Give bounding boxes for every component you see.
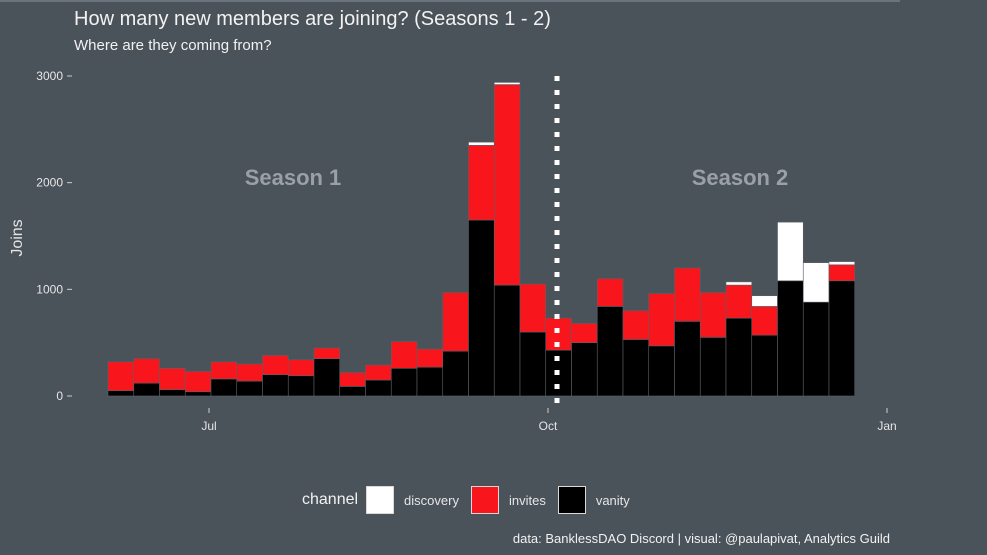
y-tick-label: 0 <box>56 389 63 403</box>
bar-segment-invites <box>442 292 469 352</box>
legend-key-vanity <box>557 486 586 514</box>
bar-segment-vanity <box>622 339 650 397</box>
bar-segment-invites <box>133 358 160 384</box>
bar-segment-vanity <box>519 331 547 397</box>
bar-segment-invites <box>725 284 753 319</box>
y-tick-label: 3000 <box>36 69 63 83</box>
y-axis-title: Joins <box>9 219 26 256</box>
bar-segment-invites <box>468 145 495 221</box>
bar-segment-invites <box>339 372 366 387</box>
legend-title: channel <box>302 491 359 508</box>
bar-segment-vanity <box>236 380 263 397</box>
x-tick-label: Jul <box>201 419 216 433</box>
caption: data: BanklessDAO Discord | visual: @pau… <box>512 531 890 546</box>
bar-segment-vanity <box>287 375 315 397</box>
legend-label-discovery: discovery <box>404 492 459 508</box>
bar-segment-vanity <box>828 280 856 397</box>
bar-segment-invites <box>159 367 186 390</box>
legend-label-invites: invites <box>508 492 546 508</box>
legend: channel discovery invites vanity <box>302 484 642 516</box>
bar-segment-invites <box>699 292 727 338</box>
y-axis: 0 1000 2000 3000 <box>36 69 72 403</box>
bar-segment-vanity <box>159 389 186 397</box>
x-tick-label: Jan <box>877 419 896 433</box>
bar-segment-invites <box>519 283 547 333</box>
bar-segment-vanity <box>596 306 624 397</box>
bar-segment-invites <box>622 310 650 340</box>
bar-segment-discovery <box>828 261 856 266</box>
legend-label-vanity: vanity <box>595 492 630 508</box>
bar-segment-vanity <box>648 345 675 397</box>
season-2-label: Season 2 <box>692 165 789 190</box>
bar-segment-vanity <box>210 378 238 397</box>
bar-segment-discovery <box>751 295 778 307</box>
bar-segment-invites <box>416 348 444 368</box>
bar-segment-vanity <box>699 337 727 397</box>
bars <box>107 82 856 397</box>
bar-segment-invites <box>571 323 598 343</box>
chart-subtitle: Where are they coming from? <box>74 37 272 54</box>
bar-segment-invites <box>262 355 289 375</box>
bar-segment-vanity <box>442 350 469 397</box>
bar-segment-discovery <box>725 281 753 286</box>
bar-segment-invites <box>210 361 238 380</box>
y-tick-label: 1000 <box>36 282 63 296</box>
bar-segment-vanity <box>107 390 135 397</box>
bar-segment-vanity <box>133 382 160 397</box>
bar-segment-vanity <box>262 374 289 397</box>
bar-segment-invites <box>313 347 341 359</box>
bar-segment-invites <box>751 306 778 336</box>
bar-segment-invites <box>107 361 135 391</box>
bar-segment-discovery <box>493 82 521 85</box>
chart-title: How many new members are joining? (Seaso… <box>74 8 551 30</box>
bar-segment-vanity <box>674 321 701 397</box>
bar-segment-invites <box>674 267 701 322</box>
bar-segment-vanity <box>751 334 778 397</box>
bar-segment-invites <box>648 293 675 347</box>
top-rule <box>0 0 900 2</box>
bar-segment-invites <box>287 359 315 377</box>
bar-segment-invites <box>493 84 521 286</box>
bar-segment-vanity <box>184 391 212 397</box>
bar-segment-discovery <box>468 141 495 146</box>
x-tick-label: Oct <box>539 419 558 433</box>
bar-segment-vanity <box>777 280 804 397</box>
bar-segment-vanity <box>802 301 830 397</box>
bar-segment-vanity <box>725 317 753 397</box>
bar-segment-invites <box>184 371 212 393</box>
bar-segment-vanity <box>390 367 418 397</box>
bar-segment-vanity <box>313 358 341 397</box>
bar-segment-vanity <box>365 379 392 397</box>
bar-segment-discovery <box>777 221 804 282</box>
x-axis: Jul Oct Jan <box>201 408 897 433</box>
bar-segment-invites <box>236 363 263 382</box>
bar-segment-vanity <box>416 366 444 397</box>
bar-segment-vanity <box>339 386 366 397</box>
bar-segment-vanity <box>493 284 521 397</box>
season-1-label: Season 1 <box>245 165 342 190</box>
bar-segment-discovery <box>802 262 830 303</box>
y-tick-label: 2000 <box>36 176 63 190</box>
bar-segment-invites <box>390 341 418 369</box>
bar-segment-invites <box>828 264 856 282</box>
legend-key-discovery <box>366 486 395 514</box>
bar-segment-invites <box>365 364 392 381</box>
legend-key-invites <box>470 486 499 514</box>
bar-segment-vanity <box>468 219 495 397</box>
bar-segment-vanity <box>571 342 598 397</box>
bar-segment-invites <box>596 278 624 307</box>
